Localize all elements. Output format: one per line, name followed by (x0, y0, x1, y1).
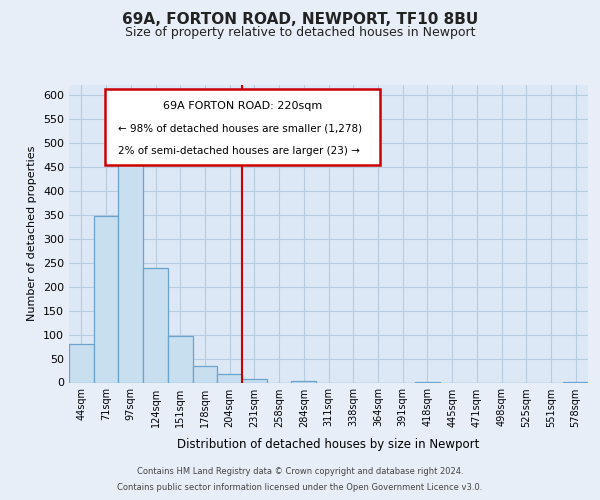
Bar (94, 216, 118, 382)
Text: ← 98% of detached houses are smaller (1,278): ← 98% of detached houses are smaller (1,… (118, 124, 362, 134)
FancyBboxPatch shape (106, 90, 380, 166)
Bar (217, 374, 242, 382)
Text: Contains public sector information licensed under the Open Government Licence v3: Contains public sector information licen… (118, 483, 482, 492)
X-axis label: Distribution of detached houses by size in Newport: Distribution of detached houses by size … (178, 438, 479, 451)
Bar (118, 156, 143, 382)
Bar (69, 344, 94, 383)
Bar (143, 268, 168, 382)
Bar (292, 380, 316, 382)
Text: 69A FORTON ROAD: 220sqm: 69A FORTON ROAD: 220sqm (163, 102, 322, 112)
Bar (193, 366, 217, 382)
Bar (242, 379, 267, 382)
Bar (168, 336, 193, 382)
Text: Contains HM Land Registry data © Crown copyright and database right 2024.: Contains HM Land Registry data © Crown c… (137, 467, 463, 476)
Text: Size of property relative to detached houses in Newport: Size of property relative to detached ho… (125, 26, 475, 39)
Text: 2% of semi-detached houses are larger (23) →: 2% of semi-detached houses are larger (2… (118, 146, 360, 156)
Text: 69A, FORTON ROAD, NEWPORT, TF10 8BU: 69A, FORTON ROAD, NEWPORT, TF10 8BU (122, 12, 478, 28)
Y-axis label: Number of detached properties: Number of detached properties (28, 146, 37, 322)
